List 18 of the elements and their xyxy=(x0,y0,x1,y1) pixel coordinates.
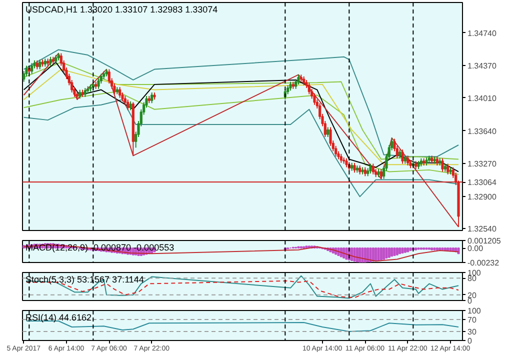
y-tick-label: 0 xyxy=(468,336,472,346)
y-tick-label: 100 xyxy=(468,306,482,316)
chart-title: RSI(14) 44.6162 xyxy=(26,312,92,322)
y-tick-label: 0.00 xyxy=(468,244,484,254)
y-tick-label: 1.33640 xyxy=(468,126,497,136)
y-tick-label: 30 xyxy=(468,328,477,336)
chart-title: Stoch(5,3,3) 53.1567 37.1144 xyxy=(26,274,144,284)
y-tick-label: 1.33270 xyxy=(468,160,497,169)
y-tick-label: 1.34010 xyxy=(468,94,497,103)
y-tick-label: 0.001205 xyxy=(468,236,502,246)
y-tick-label: 1.34740 xyxy=(468,28,497,38)
ref-line-label: 1.33064 xyxy=(468,178,497,188)
y-tick-label: 1.34370 xyxy=(468,62,497,71)
y-tick-label: 1.32540 xyxy=(468,224,497,234)
y-tick-label: 1.32900 xyxy=(468,192,497,202)
y-tick-label: 70 xyxy=(468,316,477,324)
chart-title: USDCAD,H1 1.33020 1.33107 1.32983 1.33074 xyxy=(26,4,218,14)
y-tick-label: -0.00232 xyxy=(468,258,500,268)
